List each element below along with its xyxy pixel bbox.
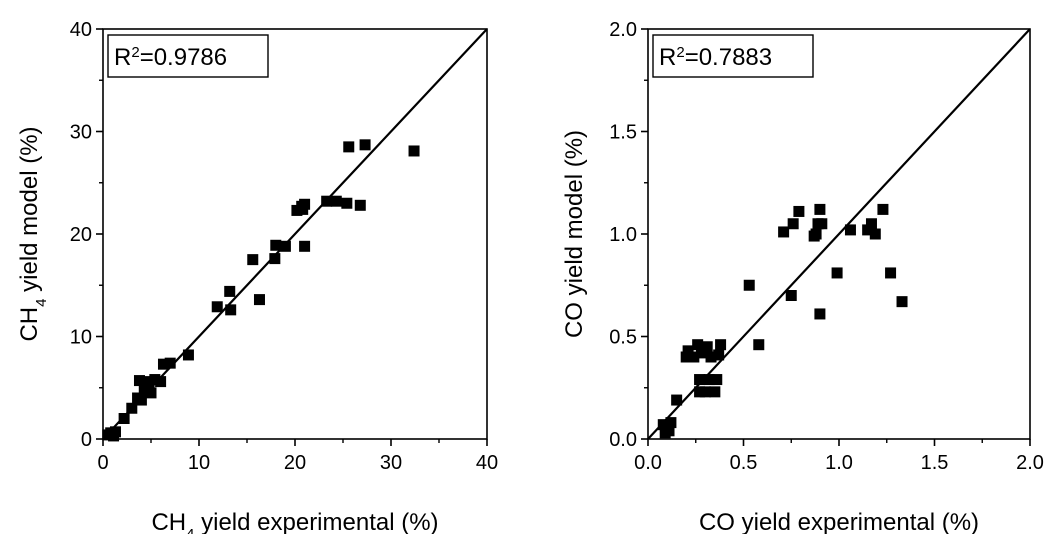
- chart1-x-tick-label: 40: [476, 452, 498, 474]
- chart2-data-point: [814, 203, 826, 215]
- chart1-y-axis-label: CH4 yield model (%): [16, 126, 50, 341]
- chart1-data-point: [182, 349, 194, 361]
- chart2-data-point: [701, 341, 713, 353]
- chart2-data-point: [743, 279, 755, 291]
- chart2-data-point: [665, 417, 677, 429]
- chart1-data-point: [224, 285, 236, 297]
- chart1-y-tick-label: 30: [70, 122, 92, 144]
- chart1-fit-line: [102, 28, 488, 440]
- chart1-data-point: [108, 430, 120, 442]
- chart2-x-tick-label: 1.5: [921, 452, 949, 474]
- chart1-data-point: [297, 203, 309, 215]
- chart2-data-point: [814, 308, 826, 320]
- chart1-data-point: [225, 304, 237, 316]
- chart1-y-tick-label: 10: [70, 327, 92, 349]
- chart1-data-point: [247, 254, 259, 266]
- chart2-data-point: [869, 228, 881, 240]
- chart2-data-point: [885, 267, 897, 279]
- chart2-r2-annotation: R2=0.7883: [659, 44, 772, 72]
- chart1-y-tick-label: 0: [81, 429, 92, 451]
- chart2-data-point: [865, 218, 877, 230]
- chart1-data-point: [359, 139, 371, 151]
- chart1-data-point: [354, 199, 366, 211]
- chart2-data-point: [787, 218, 799, 230]
- chart2-data-point: [671, 394, 683, 406]
- chart2-data-point: [663, 425, 675, 437]
- chart1-data-point: [270, 239, 282, 251]
- chart2-data-point: [682, 345, 694, 357]
- chart1-data-point: [143, 380, 155, 392]
- chart2-x-axis-label: CO yield experimental (%): [699, 509, 979, 534]
- chart1-r2-annotation: R2=0.9786: [114, 44, 227, 72]
- chart2-data-point: [753, 339, 765, 351]
- chart1-data-point: [118, 413, 130, 424]
- chart1-data-point: [299, 240, 311, 252]
- chart1-data-point: [211, 301, 223, 313]
- chart2-y-tick-label: 2.0: [609, 19, 637, 41]
- chart1-r2-box: [107, 34, 269, 78]
- chart2-data-point: [810, 228, 822, 240]
- chart2-y-tick-label: 1.0: [609, 224, 637, 246]
- chart2-data-point: [709, 386, 721, 398]
- chart1-data-point: [341, 197, 353, 209]
- chart1-x-tick-label: 10: [188, 452, 210, 474]
- chart1-data-point: [321, 195, 333, 207]
- chart2-data-point: [812, 218, 824, 230]
- chart2-x-tick-label: 0.5: [730, 452, 758, 474]
- chart1-data-point: [343, 141, 355, 153]
- chart1-data-point: [408, 145, 420, 157]
- chart2-y-tick-label: 1.5: [609, 122, 637, 144]
- chart2-data-point: [831, 267, 843, 279]
- chart1-data-point: [253, 294, 265, 306]
- chart2-y-tick-label: 0.5: [609, 327, 637, 349]
- chart2-x-tick-label: 0.0: [634, 452, 662, 474]
- chart1-data-point: [155, 376, 167, 388]
- chart1-y-tick-label: 40: [70, 19, 92, 41]
- chart2-data-point: [694, 374, 706, 386]
- chart2-data-point: [793, 205, 805, 217]
- chart2-r2-box: [652, 34, 814, 78]
- chart2-data-point: [703, 374, 715, 386]
- chart2-data-point: [680, 351, 692, 363]
- chart1-data-point: [135, 394, 147, 406]
- chart1-data-point: [149, 374, 161, 386]
- chart1-data-point: [269, 253, 281, 265]
- chart1-data-point: [157, 358, 169, 370]
- chart1-data-point: [133, 375, 145, 387]
- chart2-data-point: [705, 351, 717, 363]
- chart2-data-point: [862, 224, 874, 236]
- chart2-data-point: [844, 224, 856, 236]
- chart2-data-point: [785, 290, 797, 301]
- chart2-data-point: [715, 339, 727, 351]
- chart1-data-point: [164, 357, 176, 369]
- chart1-data-point: [330, 195, 342, 207]
- chart2-data-point: [694, 386, 706, 398]
- chart2-y-tick-label: 0.0: [609, 429, 637, 451]
- chart2-data-point: [713, 349, 725, 361]
- chart1-data-point: [279, 240, 291, 252]
- chart2-data-point: [877, 203, 889, 215]
- chart1-x-tick-label: 20: [284, 452, 306, 474]
- chart2-data-point: [778, 226, 790, 238]
- chart2-data-point: [896, 296, 908, 308]
- chart1-x-axis-label: CH4 yield experimental (%): [151, 509, 438, 534]
- chart1-y-tick-label: 20: [70, 224, 92, 246]
- chart2-data-point: [688, 351, 700, 363]
- chart1-data-point: [126, 402, 138, 414]
- chart1-data-point: [145, 387, 157, 399]
- chart1-x-tick-label: 30: [380, 452, 402, 474]
- chart2-data-point: [711, 374, 723, 386]
- chart2-x-tick-label: 1.0: [825, 452, 853, 474]
- chart2-x-tick-label: 2.0: [1016, 452, 1044, 474]
- chart2-y-axis-label: CO yield model (%): [561, 130, 588, 338]
- chart2-fit-line: [647, 28, 1031, 440]
- chart2-data-point: [692, 339, 704, 351]
- chart1-x-tick-label: 0: [97, 452, 108, 474]
- chart2-data-point: [699, 386, 711, 398]
